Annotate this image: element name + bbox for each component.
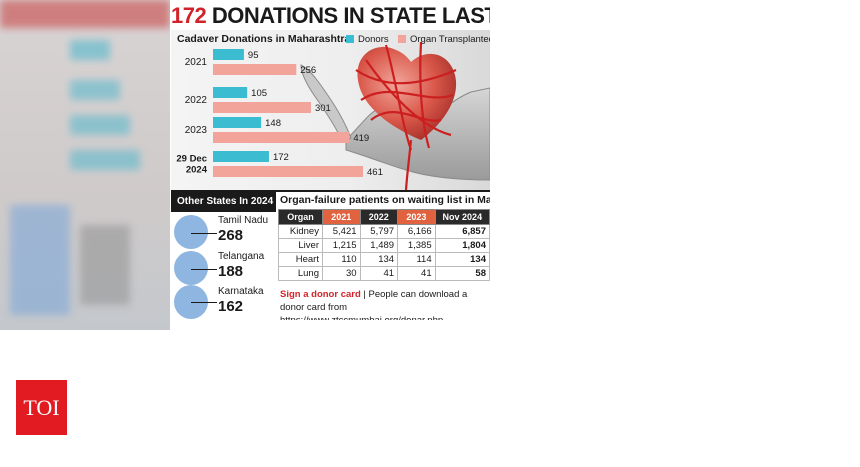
toi-logo-text: TOI — [23, 395, 60, 420]
table-cell: 30 — [321, 266, 361, 281]
blur-shape — [70, 40, 110, 60]
blur-shape — [70, 80, 120, 100]
hand-heart-illustration — [300, 41, 490, 190]
red-string — [355, 41, 457, 190]
headline: 172 DONATIONS IN STATE LAST YR — [171, 3, 490, 29]
table-header-row: Organ 2021 2022 2023 Nov 2024 — [278, 209, 490, 225]
blurred-background — [0, 0, 170, 330]
column-header: 2021 — [321, 209, 361, 225]
donors-bar — [213, 49, 244, 60]
state-pointer-line — [191, 302, 217, 303]
donor-card-note: Sign a donor card | People can download … — [280, 288, 490, 320]
waiting-list-title: Organ-failure patients on waiting list i… — [280, 194, 490, 206]
category-label: 2021 — [185, 57, 208, 68]
column-header: Organ — [278, 209, 323, 225]
donors-bar — [213, 151, 269, 162]
state-circle-telangana — [174, 251, 208, 285]
infographic: 172 DONATIONS IN STATE LAST YR — [171, 0, 490, 320]
table-cell: Lung — [278, 266, 323, 281]
table-cell: 41 — [397, 266, 436, 281]
donor-card-lead: Sign a donor card — [280, 289, 361, 300]
organ-transplanted-value-label: 301 — [315, 103, 331, 114]
blur-shape — [10, 205, 70, 315]
table-cell: 6,857 — [434, 224, 490, 239]
other-states-panel: Other States In 2024 Tamil Nadu 268 Tela… — [171, 192, 276, 320]
table-cell: 1,385 — [397, 238, 436, 253]
category-label: 29 Dec — [176, 154, 207, 165]
state-count: 162 — [218, 298, 244, 315]
table-cell: 6,166 — [397, 224, 436, 239]
waiting-list-table: Organ 2021 2022 2023 Nov 2024 Kidney 5,4… — [278, 209, 490, 281]
table-cell: Heart — [278, 252, 323, 267]
table-cell: 134 — [434, 252, 490, 267]
state-name: Karnataka — [218, 286, 264, 297]
legend-label-donors: Donors — [358, 34, 389, 45]
table-cell: 110 — [321, 252, 361, 267]
other-states-title: Other States In 2024 — [171, 192, 276, 212]
legend-organ-transplanted: Organ Transplanted — [398, 34, 490, 45]
state-name: Telangana — [218, 251, 265, 262]
table-cell: Liver — [278, 238, 323, 253]
table-cell: 5,421 — [321, 224, 361, 239]
organ-transplanted-value-label: 256 — [300, 65, 316, 76]
organ-transplanted-value-label: 461 — [367, 167, 383, 178]
category-label: 2022 — [185, 95, 208, 106]
table-cell: 1,804 — [434, 238, 490, 253]
legend-donors: Donors — [346, 34, 389, 45]
state-name: Tamil Nadu — [218, 215, 269, 226]
legend-label-organ-transplanted: Organ Transplanted — [410, 34, 490, 45]
table-row: Kidney 5,421 5,797 6,166 6,857 — [278, 224, 490, 239]
state-count: 188 — [218, 263, 244, 280]
table-row: Liver 1,215 1,489 1,385 1,804 — [278, 238, 490, 253]
table-row: Heart 110 134 114 134 — [278, 252, 490, 267]
blur-shape — [0, 0, 170, 28]
state-count: 268 — [218, 227, 244, 244]
headline-number: 172 — [171, 3, 207, 28]
legend-swatch-donors — [346, 35, 354, 43]
blur-shape — [70, 115, 130, 135]
organ-transplanted-bar — [213, 166, 363, 177]
table-cell: 41 — [359, 266, 399, 281]
state-pointer-line — [191, 233, 217, 234]
donors-value-label: 172 — [273, 152, 289, 163]
table-cell: 58 — [434, 266, 490, 281]
state-circle-tamil-nadu — [174, 215, 208, 249]
donors-value-label: 148 — [265, 118, 281, 129]
category-label: 2023 — [185, 125, 208, 136]
donor-card-separator: | — [363, 289, 369, 300]
waiting-list-panel: Organ-failure patients on waiting list i… — [278, 192, 490, 320]
headline-text: DONATIONS IN STATE LAST YR — [211, 3, 490, 28]
donors-bar — [213, 87, 248, 98]
organ-transplanted-value-label: 419 — [353, 133, 369, 144]
column-header: Nov 2024 — [434, 209, 490, 225]
organ-transplanted-bar — [213, 102, 311, 113]
chart-panel: 2021 95 256 2022 105 301 2023 148 419 29 Dec 2024 1… — [171, 30, 490, 190]
organ-transplanted-bar — [213, 64, 297, 75]
blur-shape — [80, 225, 130, 305]
table-cell: 5,797 — [359, 224, 399, 239]
table-cell: 1,215 — [321, 238, 361, 253]
donors-value-label: 95 — [248, 50, 259, 61]
category-label: 2024 — [186, 165, 208, 176]
column-header: 2023 — [397, 209, 436, 225]
table-row: Lung 30 41 41 58 — [278, 266, 490, 281]
table-cell: Kidney — [278, 224, 323, 239]
divider — [171, 190, 490, 192]
chart-title: Cadaver Donations in Maharashtra — [177, 33, 351, 45]
table-cell: 1,489 — [359, 238, 399, 253]
donors-bar — [213, 117, 262, 128]
blur-shape — [70, 150, 140, 170]
donor-card-text: People can download a donor card from ht… — [280, 289, 468, 320]
table-cell: 134 — [359, 252, 399, 267]
organ-transplanted-bar — [213, 132, 350, 143]
toi-logo[interactable]: TOI — [16, 380, 67, 435]
table-cell: 114 — [397, 252, 436, 267]
column-header: 2022 — [359, 209, 399, 225]
donors-value-label: 105 — [251, 88, 267, 99]
state-pointer-line — [191, 269, 217, 270]
legend-swatch-organ-transplanted — [398, 35, 406, 43]
